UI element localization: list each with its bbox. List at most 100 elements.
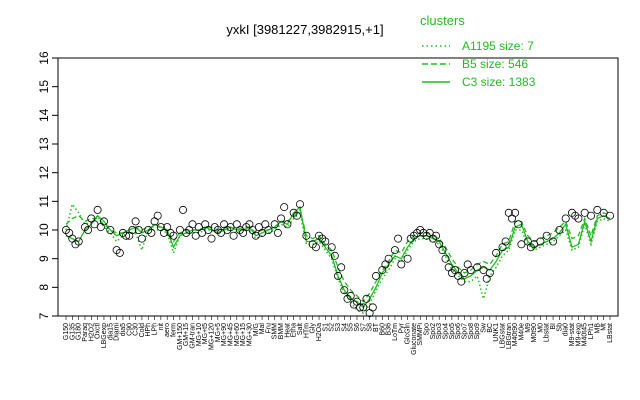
x-tick-label: HTm — [303, 323, 310, 338]
x-tick-label: G180 — [76, 323, 83, 340]
x-tick-label: M40e — [518, 323, 525, 341]
data-point — [337, 263, 346, 272]
x-tick-label: Mt — [601, 323, 608, 331]
x-tick-label: LPh — [152, 323, 159, 336]
data-point — [283, 220, 292, 229]
legend: clusters A1195 size: 7 B5 size: 546 C3 siz… — [420, 13, 536, 89]
data-point — [501, 237, 510, 246]
x-tick-label: M40t90 — [512, 323, 519, 346]
data-point — [431, 231, 440, 240]
x-tick-label: UNK1 — [493, 323, 500, 342]
data-point — [441, 254, 450, 263]
data-point — [137, 234, 146, 243]
x-tick-label: GM+15 — [183, 323, 190, 346]
x-axis: G150 G135 G180 Paraq H2O2 Oxctl LBGexp dia15 Dia… — [63, 316, 614, 355]
x-tick-label: C30 — [133, 323, 140, 336]
x-tick-label: Oxctl — [95, 323, 102, 339]
x-tick-label: GlcGln — [405, 323, 412, 345]
x-tick-label: Sw — [480, 322, 487, 333]
x-tick-label: S8 — [367, 323, 374, 332]
data-point — [280, 203, 289, 212]
x-tick-label: HPh — [145, 323, 152, 337]
data-point — [321, 237, 330, 246]
data-point — [549, 237, 558, 246]
x-tick-label: M9-stat — [569, 323, 576, 346]
x-tick-label: SMMPi — [417, 323, 424, 346]
data-point — [340, 286, 349, 295]
data-point — [394, 234, 403, 243]
y-tick-label: 8 — [37, 284, 51, 291]
x-tick-label: LBstat — [607, 323, 614, 343]
x-tick-label: M40t45 — [582, 323, 589, 346]
data-point — [561, 214, 570, 223]
x-tick-label: Cold — [139, 323, 146, 338]
x-tick-label: Lbstat — [544, 323, 551, 342]
y-tick-label: 9 — [37, 255, 51, 262]
data-point — [356, 303, 365, 312]
x-tick-label: MG+90 — [221, 323, 228, 346]
x-tick-label: Etha — [291, 323, 298, 338]
data-point — [106, 225, 115, 234]
x-tick-label: H2Oa — [316, 323, 323, 341]
data-point — [169, 231, 178, 240]
x-tick-label: ferm — [171, 323, 178, 337]
data-point — [204, 225, 213, 234]
x-tick-label: BC — [487, 323, 494, 333]
data-point — [273, 228, 282, 237]
data-point — [371, 271, 380, 280]
y-tick-label: 13 — [37, 137, 51, 151]
x-tick-label: S1 — [322, 323, 329, 332]
x-tick-label: MG+15 — [240, 323, 247, 346]
x-tick-label: Heat — [284, 323, 291, 338]
x-tick-label: MG+10 — [196, 323, 203, 346]
y-tick-label: 16 — [37, 51, 51, 65]
x-tick-label: Spo7 — [462, 323, 469, 339]
data-point — [100, 217, 109, 226]
y-tick-label: 12 — [37, 166, 51, 180]
data-point — [587, 211, 596, 220]
x-tick-label: G150 — [63, 323, 70, 340]
x-tick-label: Spo6 — [455, 323, 462, 339]
y-tick-label: 11 — [37, 195, 51, 208]
data-point — [295, 200, 304, 209]
x-tick-label: S2 — [329, 323, 336, 332]
x-tick-label: S5 — [348, 323, 355, 332]
data-point — [115, 248, 124, 257]
data-point — [302, 231, 311, 240]
data-point — [492, 248, 501, 257]
data-point — [147, 228, 156, 237]
data-point — [264, 225, 273, 234]
data-point — [511, 208, 520, 217]
x-tick-label: aero — [164, 323, 171, 337]
x-tick-label: B36 — [386, 323, 393, 336]
y-tick-label: 15 — [37, 80, 51, 94]
x-tick-label: BT — [373, 322, 380, 332]
x-tick-label: Spo3 — [436, 323, 443, 339]
legend-title: clusters — [420, 13, 465, 28]
data-point — [270, 220, 279, 229]
x-tick-label: MG+30 — [246, 323, 253, 346]
x-tick-label: GM+150 — [177, 323, 184, 350]
x-tick-label: nit — [158, 323, 165, 330]
data-point — [182, 228, 191, 237]
x-tick-label: Pyr — [398, 322, 405, 333]
x-tick-label: M9 — [525, 323, 532, 333]
data-point — [346, 291, 355, 300]
data-points — [62, 200, 615, 318]
series-lines — [65, 202, 611, 315]
data-point — [485, 268, 494, 277]
data-point — [131, 217, 140, 226]
x-tick-label: MG+60 — [234, 323, 241, 346]
data-point — [178, 205, 187, 214]
data-point — [390, 246, 399, 255]
x-tick-label: Diami — [114, 323, 121, 341]
x-tick-label: LPh1 — [588, 323, 595, 339]
x-tick-label: dia15 — [107, 323, 114, 340]
data-point — [277, 214, 286, 223]
x-tick-label: M0 — [537, 323, 544, 333]
x-tick-label: Gly — [310, 323, 317, 334]
data-point — [318, 234, 327, 243]
data-point — [327, 243, 336, 252]
x-tick-label: LBGtran — [506, 323, 513, 349]
